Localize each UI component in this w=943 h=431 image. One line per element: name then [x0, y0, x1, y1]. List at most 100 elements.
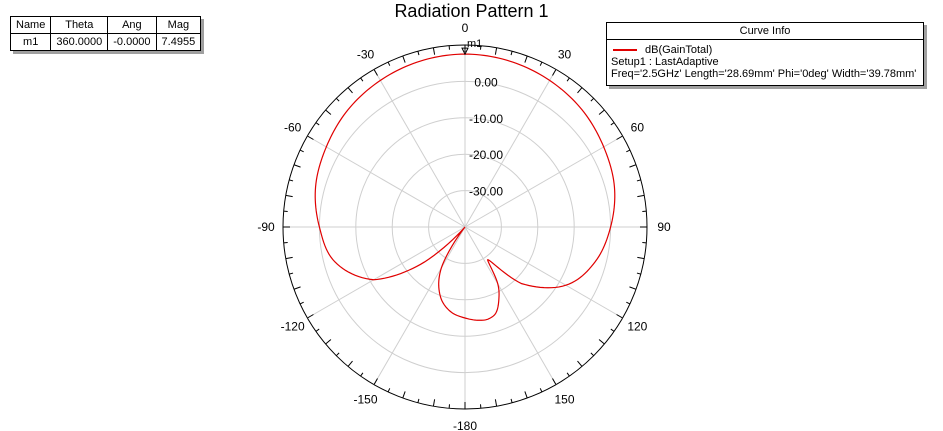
- rim-tick: [610, 328, 615, 332]
- legend-trace-name: dB(GainTotal): [645, 44, 713, 56]
- angle-label: 150: [554, 392, 574, 406]
- tick-labels: 0 30 60 90 120 150 -180 -150 -120 -90 -60 -30 0.00 -1…: [257, 21, 671, 431]
- rim-tick: [637, 256, 645, 260]
- rim-tick: [285, 194, 293, 198]
- rim-tick: [539, 388, 543, 393]
- rim-tick: [373, 378, 378, 385]
- angle-label: -150: [353, 392, 377, 406]
- rim-tick: [347, 360, 353, 367]
- traces: [314, 53, 616, 321]
- rim-tick: [626, 149, 631, 153]
- grid-spoke: [373, 226, 466, 385]
- rim-tick: [636, 179, 641, 182]
- rim-tick: [626, 301, 631, 305]
- radial-label: -20.00: [469, 148, 503, 162]
- rim-tick: [387, 388, 391, 393]
- angle-label: 30: [558, 48, 572, 62]
- rim-tick: [285, 256, 293, 260]
- angular-ticks: [283, 45, 647, 409]
- rim-tick: [577, 87, 583, 94]
- rim-tick: [373, 69, 378, 76]
- rim-tick: [598, 109, 605, 115]
- rim-tick: [315, 328, 320, 332]
- rim-tick: [325, 109, 332, 115]
- rim-tick: [325, 339, 332, 345]
- marker-cell-ang: -0.0000: [107, 33, 157, 51]
- markers: m1: [461, 38, 482, 56]
- rim-tick: [315, 122, 320, 126]
- radial-label: 0.00: [474, 75, 498, 89]
- rim-tick: [494, 399, 498, 407]
- rim-tick: [610, 122, 615, 126]
- legend-setup: Setup1 : LastAdaptive: [611, 56, 719, 68]
- rim-tick: [299, 149, 304, 153]
- angle-label: 60: [631, 121, 645, 135]
- marker-cell-mag: 7.4955: [155, 33, 202, 51]
- rim-tick: [629, 286, 637, 290]
- rim-tick: [417, 51, 420, 56]
- angle-label: -30: [357, 48, 375, 62]
- rim-tick: [524, 55, 528, 63]
- rim-tick: [524, 391, 528, 399]
- grid-spoke: [464, 69, 557, 228]
- curve-info-legend: Curve Info dB(GainTotal) Setup1 : LastAd…: [606, 22, 924, 86]
- rim-tick: [335, 352, 340, 357]
- rim-tick: [598, 339, 605, 345]
- rim-tick: [432, 47, 436, 55]
- marker-cell-name: m1: [9, 33, 52, 51]
- angle-label: 120: [627, 320, 647, 334]
- rim-tick: [387, 61, 391, 66]
- rim-tick: [566, 77, 570, 82]
- rim-tick: [590, 352, 595, 357]
- rim-tick: [307, 314, 314, 319]
- grid-spoke: [307, 135, 466, 228]
- marker-cell-theta: 360.0000: [50, 33, 109, 51]
- rim-tick: [289, 272, 294, 275]
- rim-tick: [402, 55, 406, 63]
- legend-header: Curve Info: [607, 23, 923, 40]
- angle-label: -180: [453, 419, 477, 431]
- chart-title: Radiation Pattern 1: [394, 1, 549, 21]
- rim-tick: [360, 77, 364, 82]
- legend-swatch: [613, 49, 637, 52]
- rim-tick: [293, 286, 301, 290]
- rim-tick: [590, 97, 595, 102]
- rim-tick: [293, 164, 301, 168]
- angle-label: 0: [462, 21, 469, 35]
- rim-tick: [566, 372, 570, 377]
- rim-tick: [510, 51, 513, 56]
- rim-tick: [289, 179, 294, 182]
- rim-tick: [335, 97, 340, 102]
- trace-gaintotal: [314, 53, 616, 321]
- rim-tick: [360, 372, 364, 377]
- grid-spoke: [307, 226, 466, 319]
- grid-spoke: [464, 226, 557, 385]
- rim-tick: [432, 399, 436, 407]
- grid-spoke: [464, 226, 623, 319]
- legend-trace-row: dB(GainTotal): [611, 44, 712, 56]
- marker-table: Name Theta Ang Mag m1 360.0000 -0.0000 7…: [9, 16, 202, 51]
- rim-tick: [552, 378, 557, 385]
- rim-tick: [307, 135, 314, 140]
- rim-tick: [402, 391, 406, 399]
- rim-tick: [636, 272, 641, 275]
- marker-m1-triangle: [461, 47, 469, 56]
- rim-tick: [616, 135, 623, 140]
- rim-tick: [417, 398, 420, 403]
- radial-label: -30.00: [469, 185, 503, 199]
- rim-tick: [637, 194, 645, 198]
- angle-label: -90: [257, 220, 275, 234]
- rim-tick: [347, 87, 353, 94]
- radial-label: -10.00: [469, 112, 503, 126]
- marker-col-mag: Mag: [155, 16, 202, 34]
- rim-tick: [552, 69, 557, 76]
- rim-tick: [539, 61, 543, 66]
- grid-spoke: [373, 69, 466, 228]
- rim-tick: [510, 398, 513, 403]
- angle-label: 90: [657, 220, 671, 234]
- rim-tick: [629, 164, 637, 168]
- legend-params: Freq='2.5GHz' Length='28.69mm' Phi='0deg…: [611, 68, 917, 80]
- marker-m1-label: m1: [467, 38, 482, 50]
- rim-tick: [494, 47, 498, 55]
